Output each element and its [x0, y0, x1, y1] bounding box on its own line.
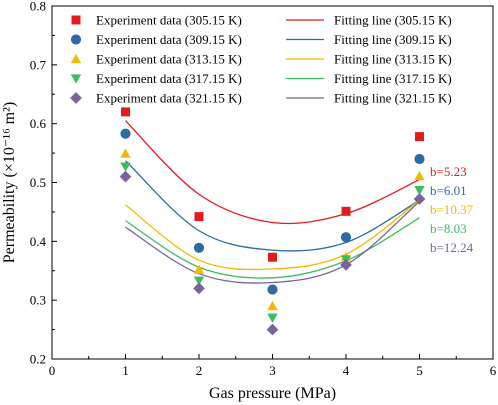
b-value-annotations: b=5.23 b=6.01 b=10.37 b=8.03 b=12.24 [430, 164, 474, 255]
legend-label-fit-1: Fitting line (305.15 K) [334, 13, 452, 28]
data-point-s4-1 [120, 162, 131, 172]
y-tick-label: 0.8 [30, 0, 46, 14]
x-tick-label: 6 [490, 363, 497, 378]
fitting-line-2 [125, 160, 420, 252]
x-tick-label: 4 [343, 363, 350, 378]
legend: Experiment data (305.15 K) Fitting line (… [70, 13, 452, 106]
data-point-s2-3 [267, 284, 278, 295]
data-point-s4-3 [267, 313, 278, 323]
data-point-s5-5 [413, 193, 426, 205]
y-tick-label: 0.4 [30, 234, 47, 249]
data-point-s3-5 [414, 170, 425, 181]
legend-label-fit-5: Fitting line (321.15 K) [334, 91, 452, 106]
legend-label-fit-3: Fitting line (313.15 K) [334, 52, 452, 67]
data-point-s3-2 [193, 264, 205, 274]
data-point-s2-4 [340, 232, 352, 243]
data-point-s5-4 [340, 259, 352, 271]
data-point-s1-4 [341, 206, 351, 216]
b-value-2: b=6.01 [430, 183, 467, 198]
y-tick-label: 0.7 [30, 57, 47, 72]
data-point-s1-5 [415, 132, 424, 142]
legend-label-fit-4: Fitting line (317.15 K) [334, 71, 452, 86]
y-tick-label: 0.5 [30, 175, 46, 190]
fitting-lines-layer [125, 120, 420, 284]
b-value-3: b=10.37 [430, 202, 474, 217]
legend-marker-5 [70, 92, 82, 104]
b-value-4: b=8.03 [430, 221, 467, 236]
data-point-s3-1 [120, 148, 131, 158]
b-value-5: b=12.24 [430, 240, 474, 255]
data-point-s5-1 [119, 170, 132, 183]
data-point-s1-3 [268, 252, 277, 262]
x-axis-title: Gas pressure (MPa) [209, 385, 336, 402]
fitting-line-3 [125, 199, 420, 271]
data-point-s2-2 [193, 242, 205, 253]
data-points-layer [119, 107, 426, 336]
data-point-s1-1 [121, 107, 130, 117]
data-point-s2-1 [120, 128, 131, 139]
data-point-s2-5 [414, 153, 425, 165]
fitting-line-5 [125, 200, 420, 284]
x-tick-label: 0 [49, 363, 56, 378]
data-point-s1-2 [194, 212, 204, 222]
fitting-line-4 [125, 217, 420, 279]
legend-label-data-5: Experiment data (321.15 K) [96, 91, 242, 106]
x-tick-label: 5 [416, 363, 423, 378]
legend-label-data-3: Experiment data (313.15 K) [96, 52, 242, 67]
legend-label-data-4: Experiment data (317.15 K) [96, 71, 242, 86]
x-tick-label: 3 [269, 363, 276, 378]
data-point-s3-3 [267, 300, 278, 311]
b-value-1: b=5.23 [430, 164, 467, 179]
legend-marker-2 [70, 34, 82, 45]
legend-marker-3 [70, 53, 82, 64]
y-axis-title: Permeability (×10⁻¹⁶ m²) [1, 102, 18, 264]
legend-marker-4 [70, 74, 82, 84]
plot-frame-layer: 0 1 2 3 4 5 6 0.2 0.3 0.4 0.5 0.6 0.7 0.8 [30, 0, 497, 378]
y-tick-label: 0.2 [30, 352, 46, 367]
legend-label-fit-2: Fitting line (309.15 K) [334, 32, 452, 47]
data-point-s5-2 [193, 282, 205, 295]
data-point-s4-2 [193, 276, 205, 286]
legend-label-data-2: Experiment data (309.15 K) [96, 32, 242, 47]
data-point-s4-5 [414, 186, 425, 196]
legend-marker-1 [71, 15, 81, 25]
legend-label-data-1: Experiment data (305.15 K) [96, 13, 242, 28]
x-tick-label: 1 [122, 363, 129, 378]
fitting-line-1 [125, 120, 420, 225]
y-tick-label: 0.3 [30, 293, 46, 308]
x-tick-label: 2 [196, 363, 203, 378]
y-tick-label: 0.6 [30, 116, 47, 131]
data-point-s5-3 [266, 323, 279, 336]
